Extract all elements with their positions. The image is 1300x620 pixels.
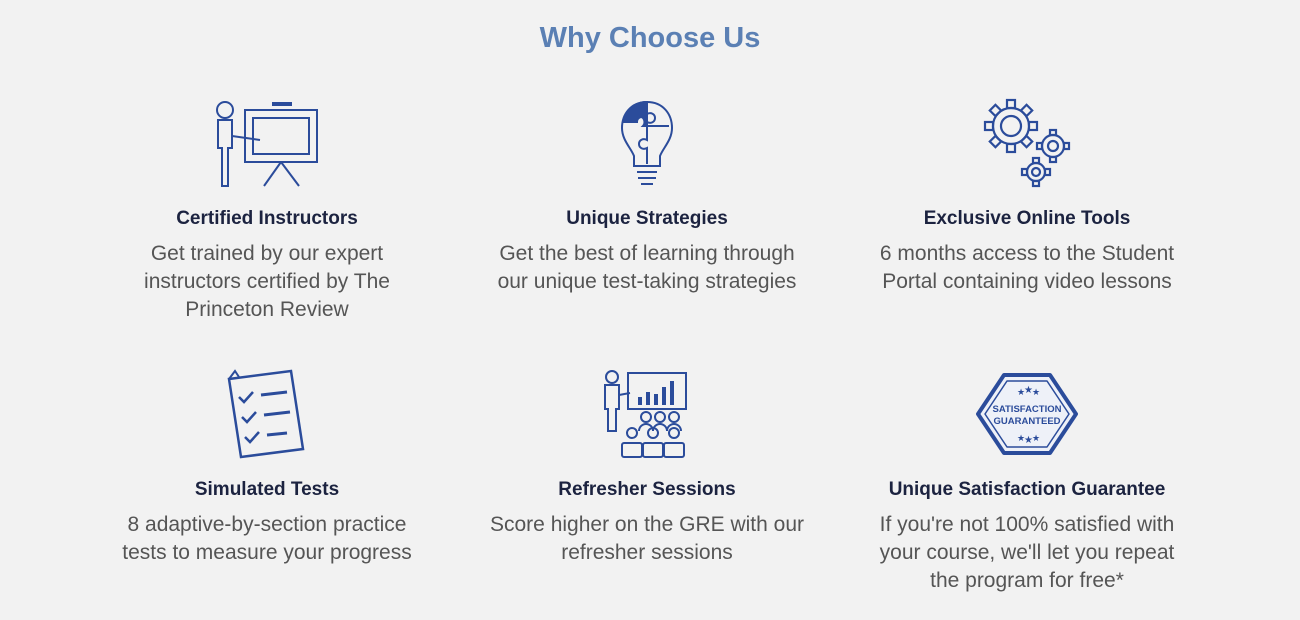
feature-description: Get the best of learning through our uni… <box>497 242 797 293</box>
svg-text:★: ★ <box>1017 388 1025 398</box>
feature-title: Refresher Sessions <box>558 479 736 500</box>
svg-text:★: ★ <box>1024 385 1033 396</box>
svg-text:★: ★ <box>1032 388 1040 398</box>
lightbulb-puzzle-icon <box>467 92 827 192</box>
presentation-audience-icon <box>467 364 827 464</box>
feature-description: 6 months access to the Student Portal co… <box>879 242 1175 293</box>
feature-description: Get trained by our expert instructors ce… <box>144 242 390 321</box>
instructor-board-icon <box>87 92 447 192</box>
svg-text:★: ★ <box>1017 434 1025 444</box>
feature-title: Simulated Tests <box>194 479 340 500</box>
badge-line-1: SATISFACTION <box>993 404 1062 415</box>
section-title: Why Choose Us <box>539 22 761 54</box>
feature-title: Unique Strategies <box>566 208 728 229</box>
feature-title: Unique Satisfaction Guarantee <box>888 479 1166 500</box>
svg-text:★: ★ <box>1032 434 1040 444</box>
feature-description: Score higher on the GRE with our refresh… <box>490 513 804 564</box>
feature-title: Exclusive Online Tools <box>923 208 1131 229</box>
feature-description: If you're not 100% satisfied with your c… <box>879 513 1175 592</box>
feature-description: 8 adaptive-by-section practice tests to … <box>122 513 412 564</box>
checklist-icon <box>87 364 447 464</box>
feature-title: Certified Instructors <box>176 208 358 229</box>
satisfaction-badge-icon: ★ ★ ★ ★ ★ ★ SATISFACTION GUARANTEED <box>847 364 1207 464</box>
svg-text:★: ★ <box>1024 435 1033 446</box>
gears-icon <box>847 92 1207 192</box>
badge-line-2: GUARANTEED <box>993 416 1060 427</box>
